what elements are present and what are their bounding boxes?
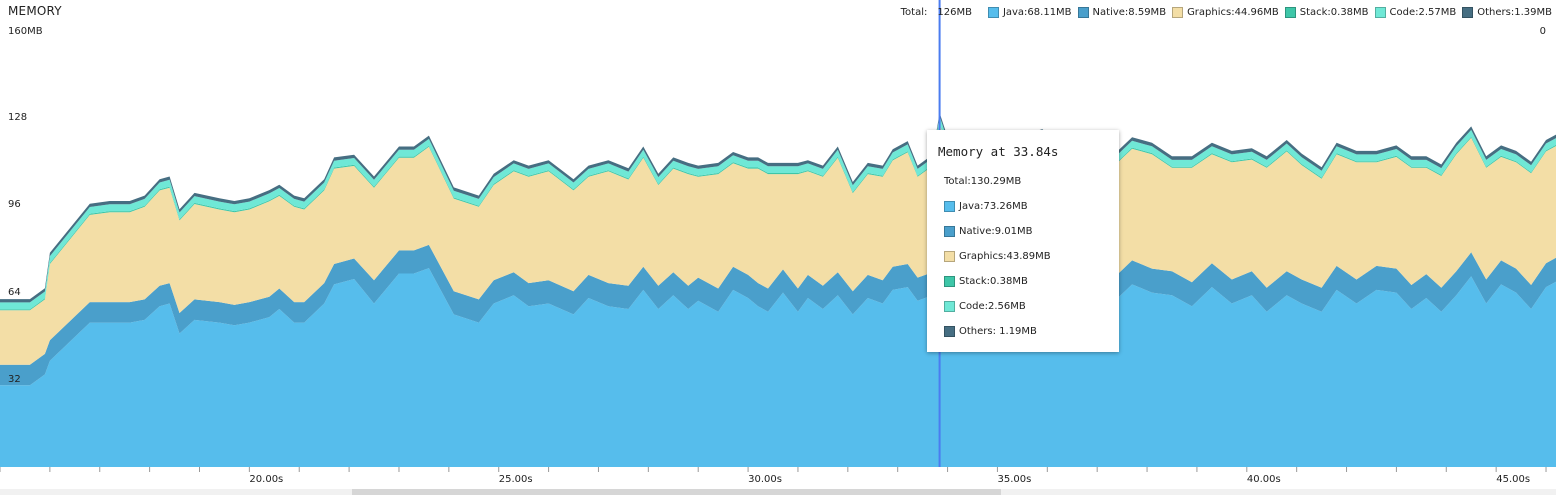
tooltip-row-label: Graphics:43.89MB: [959, 251, 1051, 262]
tooltip-row-graphics: Graphics:43.89MB: [944, 244, 1119, 269]
tooltip-title: Memory at 33.84s: [938, 144, 1119, 159]
x-tick-label: 20.00s: [249, 474, 283, 485]
legend-item-java: Java:68.11MB: [988, 7, 1072, 18]
tooltip-swatch: [944, 226, 955, 237]
tooltip-row-java: Java:73.26MB: [944, 194, 1119, 219]
legend-swatch: [1172, 7, 1183, 18]
tooltip-row-label: Others: 1.19MB: [959, 326, 1037, 337]
scrollbar-thumb[interactable]: [352, 489, 1001, 495]
tooltip-total: Total:130.29MB: [944, 169, 1119, 194]
legend-label: Native:8.59MB: [1093, 7, 1167, 18]
tooltip-row-others: Others: 1.19MB: [944, 319, 1119, 344]
horizontal-scrollbar[interactable]: [0, 489, 1556, 495]
legend-swatch: [1078, 7, 1089, 18]
tooltip-swatch: [944, 251, 955, 262]
tooltip-row-code: Code:2.56MB: [944, 294, 1119, 319]
legend-label: Java:68.11MB: [1003, 7, 1072, 18]
tooltip-row-label: Stack:0.38MB: [959, 276, 1028, 287]
legend-item-graphics: Graphics:44.96MB: [1172, 7, 1279, 18]
y-axis-label-64: 64: [8, 287, 21, 298]
tooltip-swatch: [944, 201, 955, 212]
y-axis-label-128: 128: [8, 112, 27, 123]
tooltip-row-label: Code:2.56MB: [959, 301, 1026, 312]
x-tick-label: 45.00s: [1496, 474, 1530, 485]
legend-total-label: Total:: [901, 7, 928, 18]
x-tick-label: 40.00s: [1247, 474, 1281, 485]
stacked-areas: [0, 113, 1556, 467]
y-axis-label-96: 96: [8, 199, 21, 210]
legend-swatch: [988, 7, 999, 18]
tooltip-row-native: Native:9.01MB: [944, 219, 1119, 244]
x-tick-label: 25.00s: [499, 474, 533, 485]
tooltip-row-label: Java:73.26MB: [959, 201, 1028, 212]
legend-item-stack: Stack:0.38MB: [1285, 7, 1369, 18]
memory-tooltip: Memory at 33.84s Total:130.29MB Java:73.…: [927, 130, 1119, 352]
x-tick-label: 35.00s: [998, 474, 1032, 485]
y-axis-right-label: 0: [1540, 26, 1546, 37]
x-tick-label: 30.00s: [748, 474, 782, 485]
legend-swatch: [1462, 7, 1473, 18]
legend-label: Stack:0.38MB: [1300, 7, 1369, 18]
legend-item-code: Code:2.57MB: [1375, 7, 1457, 18]
y-axis-label-32: 32: [8, 374, 21, 385]
legend: Total: 126MB Java:68.11MB Native:8.59MB …: [901, 7, 1552, 18]
legend-swatch: [1375, 7, 1386, 18]
legend-item-native: Native:8.59MB: [1078, 7, 1167, 18]
legend-swatch: [1285, 7, 1296, 18]
legend-label: Graphics:44.96MB: [1187, 7, 1279, 18]
legend-label: Code:2.57MB: [1390, 7, 1457, 18]
tooltip-row-label: Native:9.01MB: [959, 226, 1033, 237]
x-axis-ticks: [0, 467, 1546, 472]
tooltip-swatch: [944, 326, 955, 337]
legend-item-others: Others:1.39MB: [1462, 7, 1552, 18]
tooltip-swatch: [944, 276, 955, 287]
legend-label: Others:1.39MB: [1477, 7, 1552, 18]
panel-title: MEMORY: [8, 4, 62, 18]
tooltip-row-stack: Stack:0.38MB: [944, 269, 1119, 294]
legend-total-value: 126MB: [937, 7, 972, 18]
y-axis-label-160: 160MB: [8, 26, 43, 37]
tooltip-swatch: [944, 301, 955, 312]
